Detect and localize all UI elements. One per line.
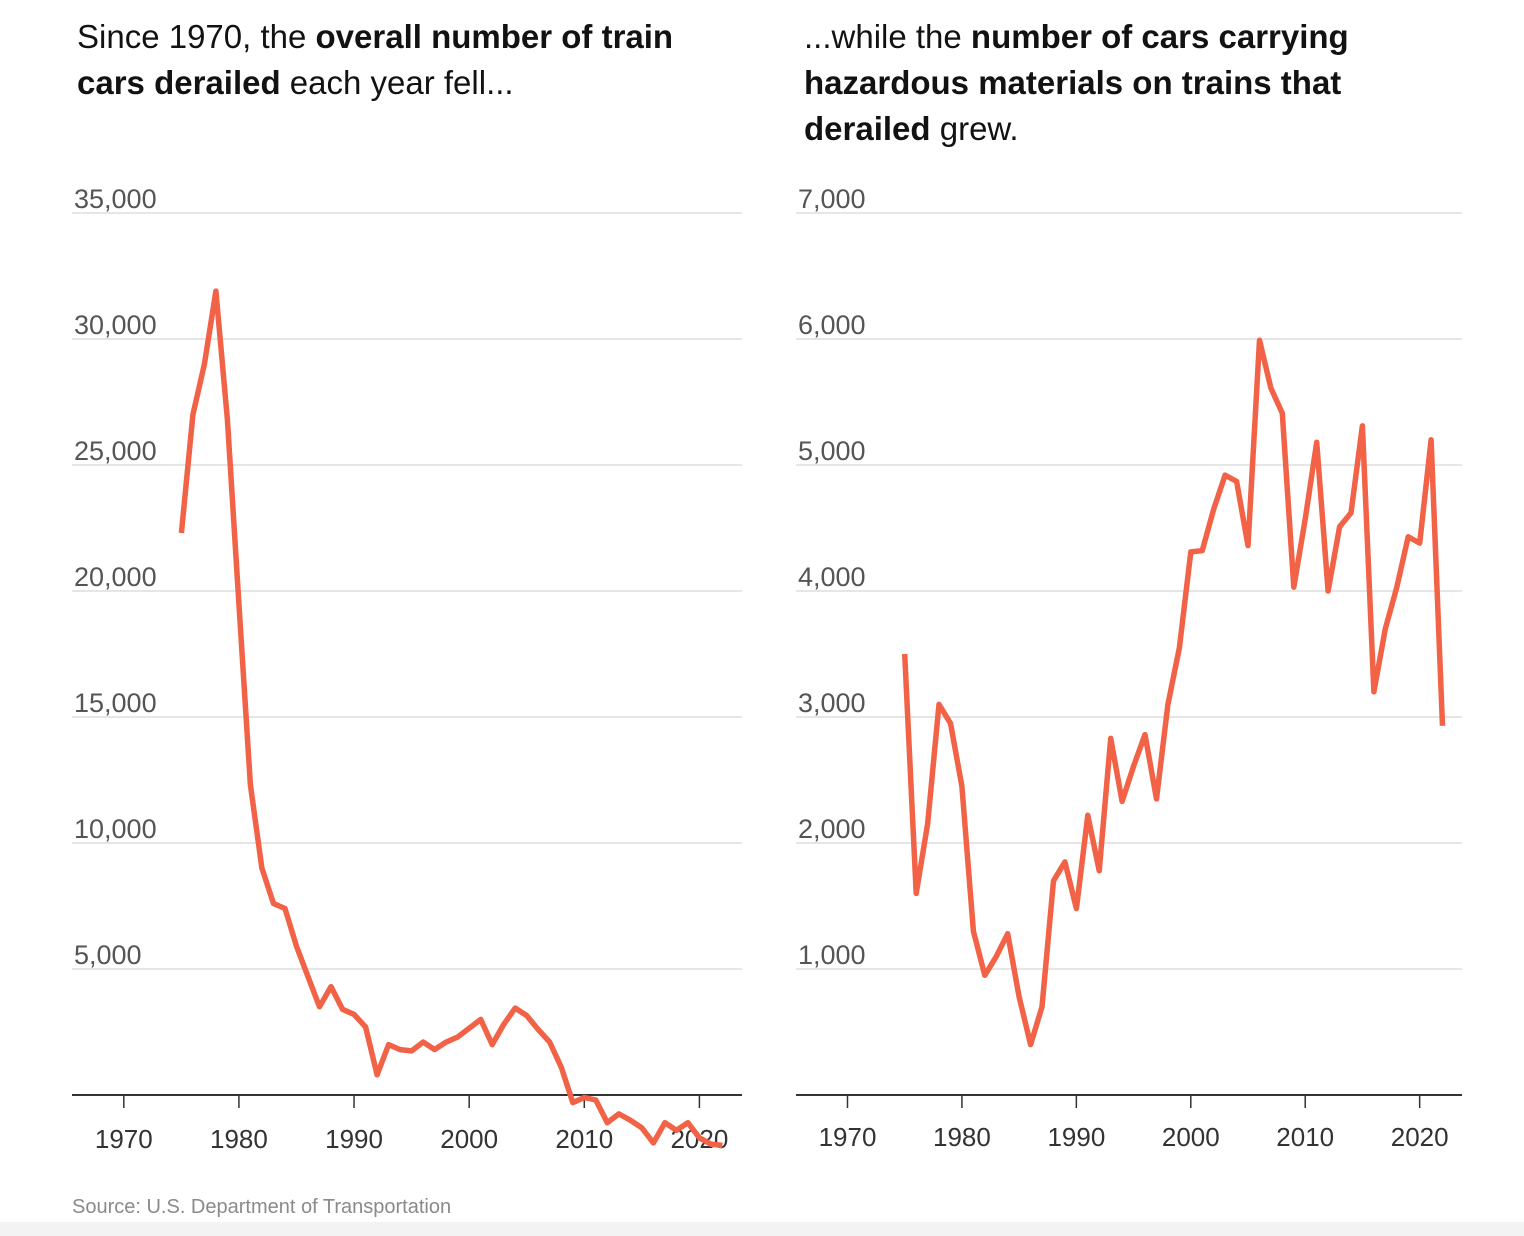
left-y-tick-label: 5,000	[74, 940, 142, 970]
left-x-tick-label: 2010	[555, 1124, 613, 1154]
right-x-tick-label: 2000	[1162, 1122, 1220, 1152]
left-chart-panel: 5,000 10,000 15,000 20,000 25,000 30,000 35,00…	[72, 184, 742, 1154]
right-y-tick-label: 4,000	[798, 562, 866, 592]
source-note: Source: U.S. Department of Transportatio…	[72, 1196, 452, 1218]
left-x-tick-label: 2000	[440, 1124, 498, 1154]
left-y-tick-label: 20,000	[74, 562, 157, 592]
left-x-tick-label: 1980	[210, 1124, 268, 1154]
right-title-plain-2: grew.	[930, 110, 1019, 147]
left-series-line	[178, 288, 723, 1149]
right-title-bold: number of cars carrying hazardous materi…	[804, 18, 1349, 147]
left-y-tick-label: 25,000	[74, 436, 157, 466]
right-y-tick-label: 1,000	[798, 940, 866, 970]
right-title-plain-1: ...while the	[804, 18, 971, 55]
right-x-tick-label: 2010	[1276, 1122, 1334, 1152]
right-x-tick-label: 2020	[1391, 1122, 1449, 1152]
left-y-tick-label: 15,000	[74, 688, 157, 718]
right-y-tick-label: 3,000	[798, 688, 866, 718]
right-x-tick-label: 1990	[1047, 1122, 1105, 1152]
right-chart-title: ...while the number of cars carrying haz…	[804, 14, 1424, 152]
right-y-tick-label: 7,000	[798, 184, 866, 214]
left-x-tick-label: 1970	[95, 1124, 153, 1154]
left-title-plain-1: Since 1970, the	[77, 18, 316, 55]
right-y-tick-label: 2,000	[798, 814, 866, 844]
right-x-tick-label: 1980	[933, 1122, 991, 1152]
bottom-strip	[0, 1222, 1524, 1236]
left-y-tick-label: 10,000	[74, 814, 157, 844]
left-x-tick-label: 1990	[325, 1124, 383, 1154]
left-y-tick-label: 35,000	[74, 184, 157, 214]
right-y-tick-label: 5,000	[798, 436, 866, 466]
left-y-tick-label: 30,000	[74, 310, 157, 340]
right-chart-panel: 1,000 2,000 3,000 4,000 5,000 6,000 7,000 1970 1…	[796, 184, 1462, 1152]
right-y-tick-label: 6,000	[798, 310, 866, 340]
right-series-line	[901, 337, 1446, 1048]
left-title-bold: overall number of train cars derailed	[77, 18, 674, 101]
left-title-plain-2: each year fell...	[280, 64, 514, 101]
right-x-tick-label: 1970	[819, 1122, 877, 1152]
left-chart-title: Since 1970, the overall number of train …	[77, 14, 697, 106]
